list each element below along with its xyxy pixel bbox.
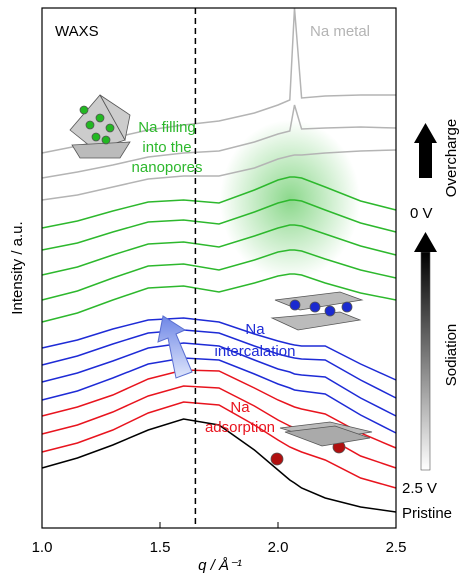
intercalation-schematic [272, 292, 362, 330]
annotation: intercalation [215, 343, 296, 360]
x-tick-label: 2.0 [268, 539, 289, 556]
annotation: Na [245, 321, 265, 338]
sodiation-arrow [414, 232, 437, 252]
annotation: Na [230, 399, 250, 416]
annotation: nanopores [132, 159, 203, 176]
annotation: Sodiation [443, 324, 460, 387]
sodiation-bar [421, 252, 430, 470]
annotation: 0 V [410, 205, 433, 222]
annotation: adsorption [205, 419, 275, 436]
annotation: Overcharge [443, 119, 460, 197]
x-axis-label: q / Å⁻¹ [198, 557, 242, 574]
y-axis-label: Intensity / a.u. [9, 221, 26, 314]
annotation: into the [142, 139, 191, 156]
overcharge-arrow [414, 123, 437, 143]
annotation: WAXS [55, 23, 99, 40]
annotation: 2.5 V [402, 480, 437, 497]
overcharge-bar [419, 142, 432, 178]
shift-arrow [158, 316, 192, 378]
x-tick-label: 2.5 [386, 539, 407, 556]
annotation: Na filling [138, 119, 196, 136]
pore-schematic [70, 95, 130, 158]
chart: Intensity / a.u. q / Å⁻¹ 1.0 1.5 2.0 2.5 WAX… [0, 0, 461, 579]
x-tick-label: 1.5 [150, 539, 171, 556]
x-tick-label: 1.0 [32, 539, 53, 556]
annotation: Pristine [402, 505, 452, 522]
annotation: Na metal [310, 23, 370, 40]
